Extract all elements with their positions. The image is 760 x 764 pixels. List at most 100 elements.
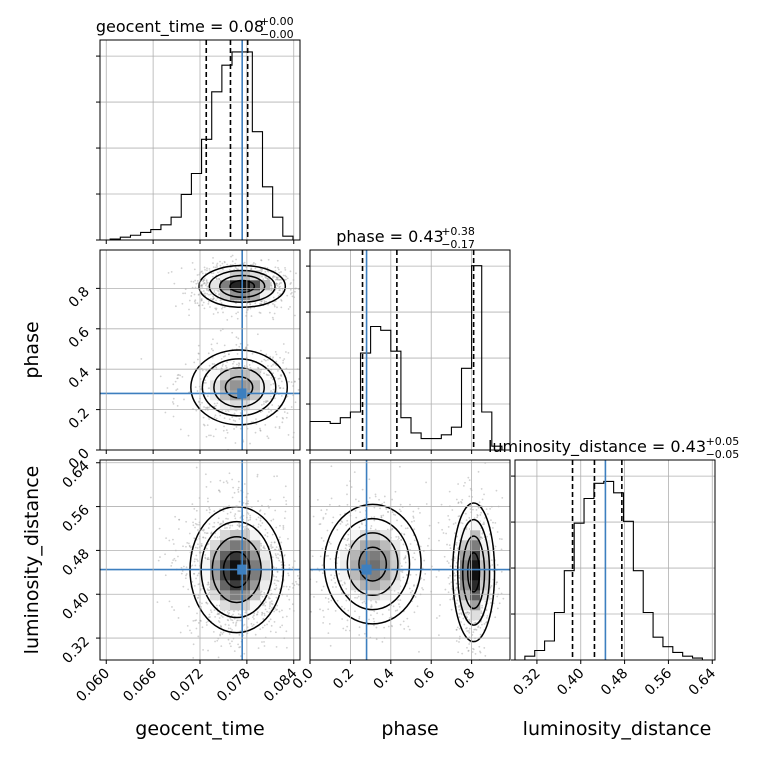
sample-point [316,498,319,501]
joint-panel-content [100,250,307,450]
histogram-luminosity_distance-frame [514,459,716,661]
sample-point [479,633,482,636]
sample-point [194,302,197,304]
sample-point [222,481,225,484]
sample-point [275,567,278,569]
sample-point [190,291,193,294]
sample-point [382,514,385,517]
sample-point [373,519,376,522]
density-bin [370,550,381,561]
density-bin [260,290,271,301]
sample-point [444,588,447,591]
x-tick-label: 0.8 [451,666,478,693]
sample-point [398,465,401,468]
sample-point [197,635,200,638]
sample-point [466,646,468,649]
sample-point [291,582,294,585]
sample-point [227,353,230,356]
density-bin [370,580,381,591]
sample-point [484,517,486,519]
sample-point [232,663,234,665]
sample-point [285,416,288,419]
sample-point [282,585,285,588]
sample-point [219,634,222,637]
sample-point [480,488,483,490]
sample-point [275,278,278,281]
sample-point [149,496,152,499]
sample-point [196,390,199,392]
sample-point [216,342,219,345]
density-bin [470,520,481,531]
density-bin [260,390,271,401]
sample-point [373,516,376,518]
sample-point [172,383,175,386]
sample-point [403,533,406,536]
sample-point [206,267,208,270]
sample-point [194,619,196,622]
sample-point [498,602,501,605]
sample-point [164,411,167,414]
sample-point [259,429,262,432]
sample-point [201,304,204,307]
sample-point [391,527,394,530]
x-axis-geocent_time-row0 [105,240,295,244]
sample-point [263,602,266,605]
sample-point [259,524,262,527]
density-bin [260,560,271,571]
sample-point [192,280,195,283]
sample-point [238,500,241,503]
sample-point [274,397,276,400]
joint-panel-frame [309,459,511,661]
sample-point [220,631,222,634]
x-axis-geocent_time-row1 [105,450,295,454]
sample-point [413,552,416,555]
density-bin [260,550,271,561]
sample-point [263,591,266,594]
sample-point [222,510,225,512]
sample-point [401,571,404,574]
sample-point [319,555,322,558]
sample-point [425,503,428,505]
sample-point [168,539,171,542]
sample-point [344,547,347,550]
sample-point [408,628,411,631]
sample-point [361,488,364,491]
sample-point [188,532,191,535]
sample-point [325,508,328,511]
sample-point [457,651,460,654]
sample-point [247,617,250,620]
sample-point [413,520,416,522]
density-bin [220,530,231,541]
sample-point [269,395,272,398]
sample-point [467,613,470,616]
sample-point [242,525,245,528]
sample-point [196,547,199,549]
density-bin [370,530,381,541]
sample-point [387,625,390,628]
sample-point [394,490,397,493]
sample-point [180,572,183,575]
sample-point [213,521,216,524]
sample-point [266,277,268,280]
sample-point [170,564,173,567]
sample-point [322,609,324,612]
sample-point [220,522,223,525]
sample-point [210,531,213,534]
sample-point [354,509,357,512]
sample-point [282,387,285,390]
sample-point [193,572,196,575]
sample-point [267,374,270,377]
sample-point [455,628,458,631]
sample-point [213,363,216,365]
panel-title-luminosity_distance: luminosity_distance = 0.43 +0.05−0.05 [488,435,739,461]
sample-point [394,514,397,516]
sample-point [224,355,227,357]
sample-point [228,418,231,421]
sample-point [196,560,199,562]
sample-point [455,628,458,631]
sample-point [305,297,307,299]
sample-point [269,498,272,501]
sample-point [422,588,425,591]
sample-point [188,544,191,547]
sample-point [287,434,290,436]
